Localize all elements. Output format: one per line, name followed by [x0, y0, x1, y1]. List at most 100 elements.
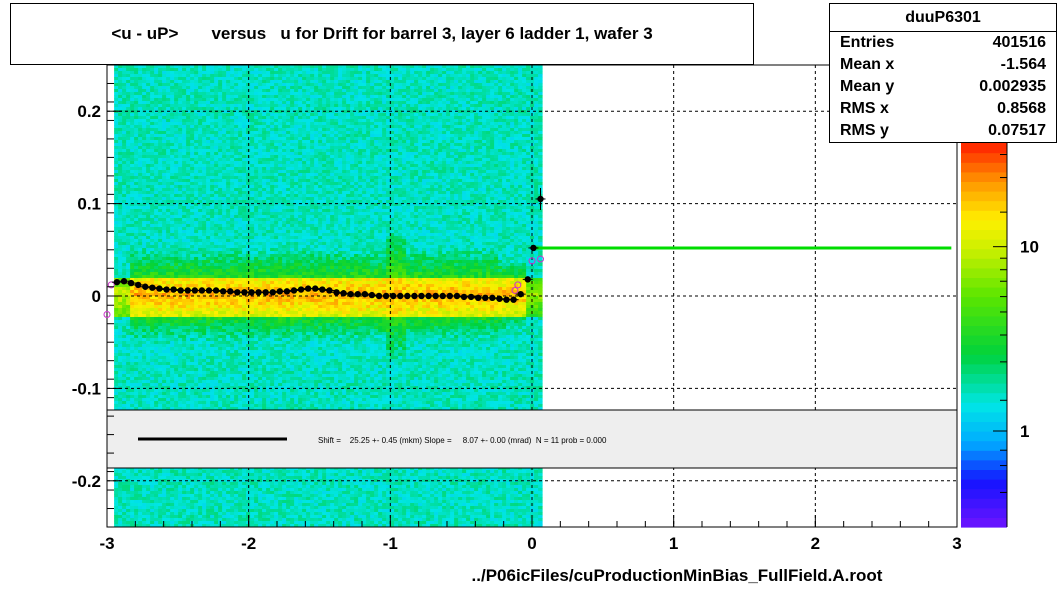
heatmap-cell [290, 134, 295, 138]
heatmap-cell [194, 83, 199, 87]
heatmap-cell [466, 191, 471, 195]
heatmap-cell [222, 179, 227, 183]
heatmap-cell [390, 122, 395, 126]
heatmap-cell [218, 83, 223, 87]
heatmap-cell [234, 122, 239, 126]
heatmap-cell [422, 119, 427, 123]
heatmap-cell [374, 158, 379, 162]
heatmap-cell [402, 89, 407, 93]
heatmap-cell [490, 188, 495, 192]
heatmap-cell [342, 83, 347, 87]
heatmap-cell [478, 173, 483, 177]
heatmap-cell [274, 197, 279, 201]
heatmap-cell [482, 104, 487, 108]
heatmap-cell [282, 101, 287, 105]
heatmap-cell [370, 83, 375, 87]
heatmap-cell [238, 128, 243, 132]
heatmap-cell [234, 167, 239, 171]
heatmap-cell [178, 113, 183, 117]
heatmap-cell [442, 104, 447, 108]
heatmap-cell [302, 173, 307, 177]
heatmap-cell [490, 131, 495, 135]
heatmap-cell [118, 143, 123, 147]
heatmap-cell [238, 176, 243, 180]
heatmap-cell [162, 131, 167, 135]
heatmap-cell [318, 107, 323, 111]
heatmap-cell [474, 179, 479, 183]
heatmap-cell [198, 110, 203, 114]
heatmap-cell [446, 140, 451, 144]
heatmap-cell [410, 200, 415, 204]
heatmap-cell [250, 134, 255, 138]
heatmap-cell [150, 86, 155, 90]
heatmap-cell [470, 116, 475, 120]
heatmap-cell [442, 191, 447, 195]
heatmap-cell [178, 182, 183, 186]
heatmap-cell [238, 122, 243, 126]
heatmap-cell [406, 128, 411, 132]
heatmap-cell [242, 146, 247, 150]
heatmap-cell [170, 155, 175, 159]
heatmap-cell [358, 188, 363, 192]
heatmap-cell [402, 74, 407, 78]
heatmap-cell [394, 197, 399, 201]
heatmap-cell [362, 158, 367, 162]
heatmap-cell [210, 185, 215, 189]
heatmap-cell [266, 194, 271, 198]
heatmap-cell [366, 110, 371, 114]
heatmap-cell [478, 104, 483, 108]
heatmap-cell [290, 155, 295, 159]
heatmap-cell [246, 98, 251, 102]
heatmap-cell [498, 191, 503, 195]
heatmap-cell [490, 104, 495, 108]
heatmap-cell [414, 191, 419, 195]
heatmap-cell [390, 200, 395, 204]
heatmap-cell [186, 119, 191, 123]
heatmap-cell [270, 185, 275, 189]
heatmap-cell [518, 149, 523, 153]
heatmap-cell [334, 200, 339, 204]
heatmap-cell [426, 200, 431, 204]
heatmap-cell [262, 68, 267, 72]
heatmap-cell [250, 170, 255, 174]
heatmap-cell [378, 77, 383, 81]
heatmap-cell [270, 131, 275, 135]
heatmap-cell [138, 98, 143, 102]
heatmap-cell [322, 119, 327, 123]
heatmap-cell [154, 110, 159, 114]
heatmap-cell [250, 146, 255, 150]
heatmap-cell [410, 191, 415, 195]
heatmap-cell [162, 113, 167, 117]
heatmap-cell [238, 149, 243, 153]
heatmap-cell [398, 83, 403, 87]
heatmap-cell [186, 74, 191, 78]
heatmap-cell [398, 173, 403, 177]
heatmap-cell [526, 119, 531, 123]
heatmap-cell [434, 197, 439, 201]
heatmap-cell [306, 92, 311, 96]
heatmap-cell [366, 128, 371, 132]
heatmap-cell [258, 143, 263, 147]
heatmap-cell [430, 197, 435, 201]
heatmap-cell [518, 143, 523, 147]
heatmap-cell [290, 146, 295, 150]
heatmap-cell [166, 95, 171, 99]
heatmap-cell [114, 89, 119, 93]
heatmap-cell [306, 194, 311, 198]
heatmap-cell [314, 152, 319, 156]
heatmap-cell [294, 86, 299, 90]
heatmap-cell [222, 89, 227, 93]
heatmap-cell [198, 95, 203, 99]
heatmap-cell [334, 179, 339, 183]
heatmap-cell [478, 155, 483, 159]
heatmap-cell [446, 164, 451, 168]
heatmap-cell [314, 77, 319, 81]
heatmap-cell [394, 65, 399, 69]
heatmap-cell [470, 83, 475, 87]
heatmap-cell [470, 71, 475, 75]
heatmap-cell [158, 197, 163, 201]
heatmap-cell [274, 101, 279, 105]
heatmap-cell [214, 89, 219, 93]
heatmap-cell [294, 104, 299, 108]
heatmap-cell [190, 152, 195, 156]
